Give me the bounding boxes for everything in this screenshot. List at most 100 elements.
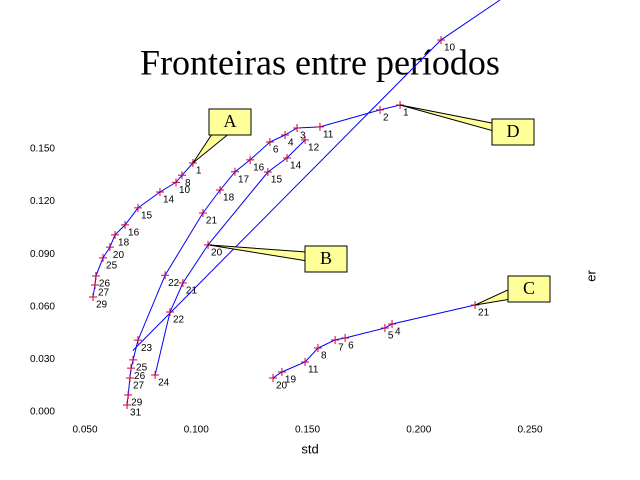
point-label: 18: [223, 193, 235, 204]
point-label: 1: [403, 108, 409, 119]
point-label: 16: [253, 163, 265, 174]
point-marker: [263, 167, 272, 176]
series-name: B: [320, 248, 332, 268]
point-marker: [91, 281, 100, 290]
point-label: 29: [96, 300, 108, 311]
x-tick-label: 0.150: [295, 425, 320, 436]
point-marker: [313, 344, 322, 353]
x-tick-label: 0.050: [72, 425, 97, 436]
point-marker: [341, 334, 350, 343]
x-tick-label: 0.200: [406, 425, 431, 436]
point-marker: [293, 123, 302, 132]
point-marker: [380, 324, 389, 333]
point-label: 26: [99, 279, 111, 290]
point-label: 21: [478, 308, 490, 319]
point-label: 27: [98, 288, 110, 299]
point-label: 3: [300, 131, 306, 142]
point-label: 29: [131, 398, 143, 409]
point-label: 31: [130, 408, 142, 419]
point-label: 26: [134, 371, 146, 382]
point-label: 21: [206, 216, 218, 227]
callout-box: [507, 275, 551, 303]
point-marker: [198, 208, 207, 217]
point-marker: [129, 355, 138, 364]
point-label: 22: [168, 278, 180, 289]
point-label: 6: [273, 145, 279, 156]
point-marker: [121, 220, 130, 229]
y-tick-label: 0.030: [30, 354, 55, 365]
point-label: 4: [288, 138, 294, 149]
point-marker: [123, 400, 132, 409]
point-marker: [281, 130, 290, 139]
y-tick-label: 0.060: [30, 301, 55, 312]
point-label: 7: [338, 343, 344, 354]
x-tick-label: 0.100: [184, 425, 209, 436]
x-axis-label: std: [301, 441, 318, 456]
point-label: 10: [444, 43, 456, 54]
point-label: 15: [271, 175, 283, 186]
point-marker: [301, 358, 310, 367]
point-marker: [277, 368, 286, 377]
point-marker: [99, 253, 108, 262]
frontier-line: [272, 304, 476, 379]
point-label: 23: [141, 343, 153, 354]
point-label: 20: [276, 381, 288, 392]
point-label: 27: [133, 381, 145, 392]
point-marker: [133, 336, 142, 345]
point-marker: [125, 373, 134, 382]
y-tick-label: 0.120: [30, 196, 55, 207]
point-marker: [151, 371, 160, 380]
callout-box: [208, 108, 252, 136]
point-label: 18: [118, 238, 130, 249]
y-axis-label: er: [583, 270, 598, 282]
point-label: 21: [186, 286, 198, 297]
point-label: 17: [238, 174, 250, 185]
callout-box: [304, 245, 348, 273]
y-tick-label: 0.000: [30, 407, 55, 418]
point-marker: [246, 155, 255, 164]
point-label: 20: [211, 248, 223, 259]
point-label: 14: [290, 161, 302, 172]
point-marker: [127, 364, 136, 373]
point-marker: [301, 135, 310, 144]
point-marker: [283, 153, 292, 162]
point-label: 8: [185, 178, 191, 189]
point-label: 25: [106, 261, 118, 272]
series-name: A: [224, 111, 237, 131]
point-marker: [111, 230, 120, 239]
point-marker: [89, 292, 98, 301]
point-marker: [437, 35, 445, 44]
point-marker: [388, 319, 397, 328]
point-marker: [265, 137, 274, 146]
series-name: C: [523, 278, 535, 298]
point-label: 2: [383, 113, 389, 124]
point-marker: [376, 105, 385, 114]
point-label: 4: [395, 327, 401, 338]
point-marker: [269, 373, 278, 382]
point-label: 11: [323, 130, 334, 141]
point-label: 24: [158, 378, 170, 389]
point-marker: [230, 167, 239, 176]
frontier-line: [126, 104, 401, 406]
point-label: 12: [308, 143, 320, 154]
y-tick-label: 0.090: [30, 249, 55, 260]
point-marker: [161, 271, 170, 280]
point-marker: [133, 203, 142, 212]
point-label: 25: [136, 363, 148, 374]
point-marker: [178, 278, 187, 287]
point-marker: [331, 335, 340, 344]
point-marker: [91, 271, 100, 280]
x-tick-label: 0.250: [517, 425, 542, 436]
point-label: 14: [163, 195, 175, 206]
point-label: 11: [308, 365, 319, 376]
point-marker: [155, 187, 164, 196]
point-label: 20: [113, 250, 125, 261]
y-tick-label: 0.150: [30, 144, 55, 155]
point-marker: [124, 390, 133, 399]
point-label: 8: [321, 351, 327, 362]
point-label: 15: [141, 211, 153, 222]
point-marker: [165, 308, 174, 317]
point-label: 16: [128, 228, 140, 239]
callout-box: [491, 118, 535, 146]
